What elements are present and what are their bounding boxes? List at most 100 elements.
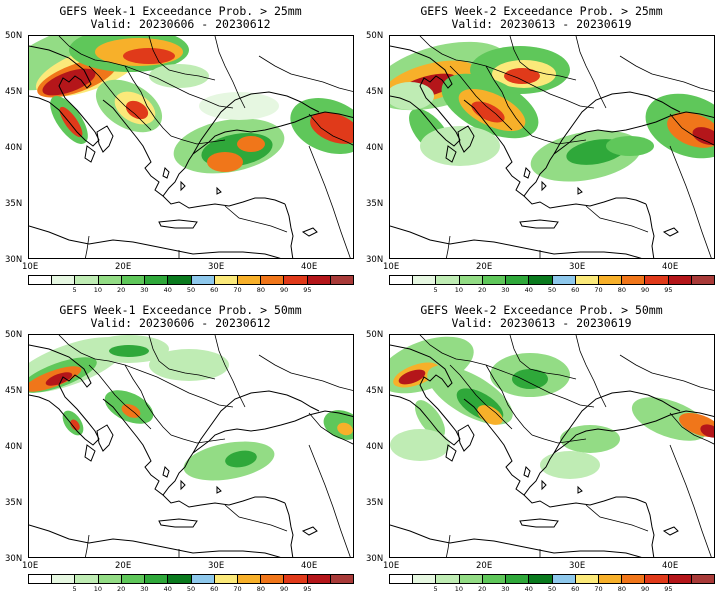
- colorbar-tick-label: 40: [163, 585, 172, 593]
- colorbar-tick-label: 50: [186, 286, 196, 294]
- lat-label: 40N: [366, 442, 384, 452]
- colorbar-tick-label: 30: [501, 286, 510, 294]
- colorbar-tick-label: 5: [433, 286, 438, 294]
- coastline: [553, 390, 681, 454]
- coastline: [523, 167, 531, 179]
- coastline: [162, 494, 286, 508]
- country-border: [224, 205, 288, 233]
- lat-label: 50N: [5, 31, 23, 41]
- coastlines: [29, 344, 353, 557]
- coastline: [463, 99, 714, 197]
- colorbar-swatch: [145, 276, 169, 284]
- panel-valid-dates: Valid: 20230613 - 20230619: [451, 17, 632, 31]
- probability-map: [389, 334, 715, 558]
- lat-label: 45N: [366, 87, 384, 97]
- probability-contour-region: [390, 82, 434, 110]
- lon-label: 20E: [476, 561, 493, 571]
- coastline: [29, 45, 100, 147]
- country-border: [308, 444, 351, 557]
- map-canvas: [29, 36, 353, 258]
- colorbar-swatch: [121, 575, 146, 583]
- panel-title: GEFS Week-1 Exceedance Prob. > 25mm: [59, 4, 302, 18]
- coastline: [29, 524, 281, 557]
- colorbar-swatch: [691, 276, 715, 284]
- panel-valid-dates: Valid: 20230606 - 20230612: [90, 17, 271, 31]
- colorbar-swatch: [575, 276, 599, 284]
- colorbar-swatch: [482, 276, 507, 284]
- colorbar-swatch: [52, 575, 76, 583]
- country-border: [258, 55, 353, 92]
- colorbar-swatch: [75, 575, 99, 583]
- country-border: [419, 36, 595, 109]
- colorbar-tick-label: 5: [72, 286, 77, 294]
- map-canvas: [390, 36, 714, 258]
- colorbar-tick-label: 80: [617, 585, 626, 593]
- probability-map: [389, 35, 715, 259]
- coastline: [577, 186, 583, 195]
- lon-label: 10E: [383, 561, 400, 571]
- country-border: [669, 113, 714, 146]
- lon-label: 30E: [569, 561, 586, 571]
- probability-contour-region: [692, 127, 714, 145]
- coastline: [390, 524, 642, 557]
- colorbar-swatch: [645, 276, 669, 284]
- colorbar-swatch: [668, 276, 692, 284]
- colorbar-tick-label: 20: [117, 585, 126, 593]
- panel-title: GEFS Week-2 Exceedance Prob. > 50mm: [420, 303, 663, 317]
- coastline: [519, 219, 559, 229]
- lon-label: 40E: [301, 262, 318, 272]
- country-border: [619, 354, 714, 391]
- colorbar-tick-label: 90: [280, 585, 289, 593]
- probability-contour-region: [225, 450, 257, 468]
- country-border: [531, 434, 587, 444]
- country-border: [224, 504, 288, 532]
- precip-probability-shading: [29, 36, 353, 174]
- coastline: [463, 398, 714, 496]
- precip-probability-shading: [390, 336, 714, 479]
- lat-label: 40N: [5, 442, 23, 452]
- probability-contour-region: [310, 112, 353, 144]
- colorbar-swatch: [622, 276, 646, 284]
- coastline: [102, 398, 353, 496]
- probability-contour-region: [471, 101, 505, 123]
- coastline: [216, 485, 222, 494]
- colorbar-tick-label: 50: [186, 585, 196, 593]
- country-border: [449, 364, 513, 430]
- colorbar-swatch: [482, 575, 507, 583]
- lon-label: 20E: [115, 262, 132, 272]
- colorbar-tick-label: 70: [233, 286, 242, 294]
- colorbar-tick-label: 70: [594, 585, 603, 593]
- colorbar-swatch: [668, 575, 692, 583]
- colorbar-tick-label: 80: [256, 286, 265, 294]
- colorbar-swatch: [413, 575, 437, 583]
- colorbar-swatch: [436, 276, 460, 284]
- coastline: [192, 390, 320, 454]
- colorbar-swatch: [98, 276, 122, 284]
- lat-label: 45N: [366, 386, 384, 396]
- coastline: [390, 45, 461, 147]
- country-border: [58, 36, 234, 109]
- country-border: [575, 36, 607, 109]
- colorbar-tick-label: 80: [617, 286, 626, 294]
- coastline: [445, 444, 457, 462]
- colorbar-tick-label: 60: [571, 286, 580, 294]
- colorbar-swatch: [261, 276, 285, 284]
- country-border: [148, 335, 216, 380]
- colorbar-tick-label: 10: [454, 286, 463, 294]
- map-canvas: [29, 335, 353, 557]
- colorbar-tick-label: 60: [210, 585, 219, 593]
- colorbar-tick-label: 90: [641, 286, 650, 294]
- colorbar-swatch: [214, 575, 238, 583]
- colorbar-swatch: [284, 575, 308, 583]
- colorbar-tick-label: 40: [524, 585, 533, 593]
- probability-map: [28, 35, 354, 259]
- coastline: [96, 125, 114, 153]
- country-borders: [419, 335, 714, 557]
- probability-contour-region: [420, 126, 500, 166]
- colorbar: [28, 574, 354, 584]
- colorbar-swatch: [622, 575, 646, 583]
- coastline: [284, 502, 294, 557]
- panel-week2-25mm: GEFS Week-2 Exceedance Prob. > 25mm Vali…: [361, 0, 722, 299]
- coastline: [457, 125, 475, 153]
- probability-map: [28, 334, 354, 558]
